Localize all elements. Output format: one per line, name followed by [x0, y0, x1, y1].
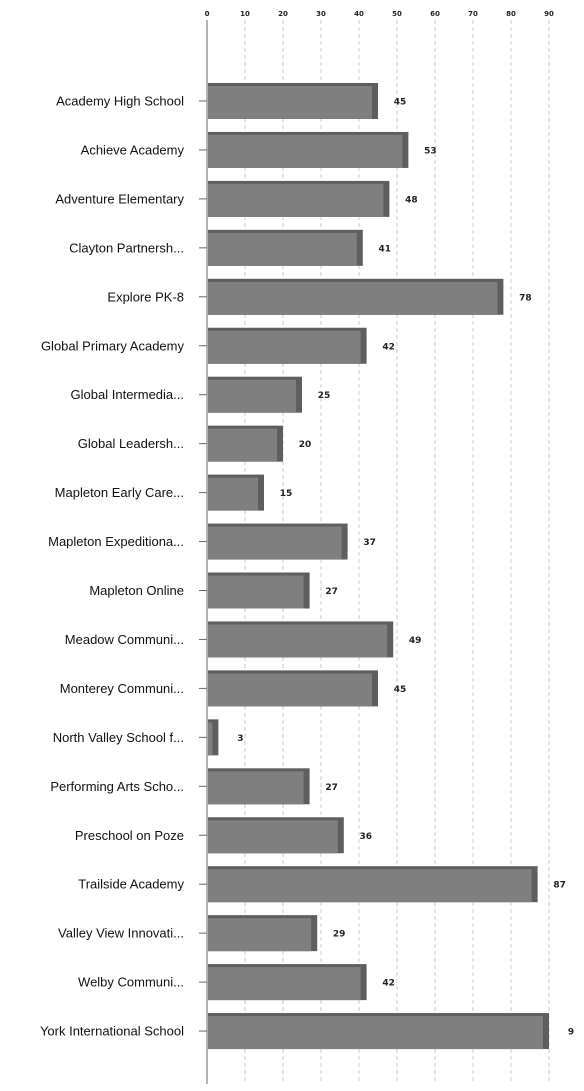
data-label: 45: [394, 98, 407, 108]
y-tick-label: York International School: [40, 1024, 184, 1039]
data-label: 9: [568, 1028, 574, 1038]
x-tick-label: 20: [278, 10, 288, 18]
bar: [208, 820, 338, 854]
bar: [208, 477, 258, 511]
y-tick-label: Global Primary Academy: [41, 338, 185, 353]
y-tick-label: Performing Arts Scho...: [50, 779, 184, 794]
x-tick-label: 0: [205, 10, 210, 18]
y-tick-label: Valley View Innovati...: [58, 926, 184, 941]
data-label: 49: [409, 636, 422, 646]
bar: [208, 673, 372, 707]
bar: [208, 183, 384, 217]
x-tick-label: 90: [544, 10, 554, 18]
y-tick-label: Welby Communi...: [78, 975, 184, 990]
x-tick-label: 50: [392, 10, 402, 18]
bar: [208, 918, 312, 952]
data-label: 41: [379, 244, 392, 254]
bar: [208, 526, 342, 560]
y-tick-label: Trailside Academy: [78, 877, 184, 892]
data-label: 27: [325, 587, 338, 597]
data-label: 37: [363, 538, 376, 548]
x-tick-label: 10: [240, 10, 250, 18]
y-tick-label: Meadow Communi...: [65, 632, 184, 647]
x-tick-label: 70: [468, 10, 478, 18]
data-label: 48: [405, 195, 418, 205]
bar: [208, 330, 361, 364]
y-tick-label: North Valley School f...: [53, 730, 184, 745]
y-tick-label: Clayton Partnersh...: [69, 240, 184, 255]
data-label: 27: [325, 783, 338, 793]
data-label: 45: [394, 685, 407, 695]
data-label: 25: [318, 391, 331, 401]
y-tick-label: Mapleton Online: [89, 583, 184, 598]
bar-shadow: [208, 719, 219, 756]
bar: [208, 134, 403, 168]
bar: [208, 624, 388, 658]
y-tick-label: Explore PK-8: [107, 289, 184, 304]
x-tick-label: 30: [316, 10, 326, 18]
y-tick-label: Mapleton Expeditiona...: [48, 534, 184, 549]
y-tick-label: Achieve Academy: [81, 142, 185, 157]
bar: [208, 869, 532, 903]
y-tick-label: Adventure Elementary: [55, 191, 184, 206]
data-label: 42: [382, 979, 395, 989]
bar: [208, 428, 277, 462]
x-tick-label: 60: [430, 10, 440, 18]
bar: [208, 379, 296, 413]
y-tick-label: Monterey Communi...: [60, 681, 184, 696]
data-label: 78: [519, 293, 532, 303]
x-tick-label: 80: [506, 10, 516, 18]
bar: [208, 232, 357, 266]
y-tick-label: Mapleton Early Care...: [55, 485, 184, 500]
bar: [208, 281, 498, 315]
bar: [208, 722, 213, 756]
bar: [208, 771, 304, 805]
x-tick-label: 40: [354, 10, 364, 18]
bar: [208, 1016, 543, 1050]
y-tick-label: Preschool on Poze: [75, 828, 184, 843]
bar: [208, 967, 361, 1001]
data-label: 29: [333, 930, 346, 940]
bar: [208, 575, 304, 609]
y-tick-label: Global Intermedia...: [71, 387, 184, 402]
data-label: 15: [280, 489, 293, 499]
bar: [208, 86, 372, 119]
data-label: 20: [299, 440, 312, 450]
data-label: 36: [360, 832, 373, 842]
data-label: 42: [382, 342, 395, 352]
data-label: 3: [237, 734, 243, 744]
data-label: 87: [553, 881, 566, 891]
y-tick-label: Global Leadersh...: [78, 436, 184, 451]
y-tick-label: Academy High School: [56, 94, 184, 109]
data-label: 53: [424, 146, 437, 156]
